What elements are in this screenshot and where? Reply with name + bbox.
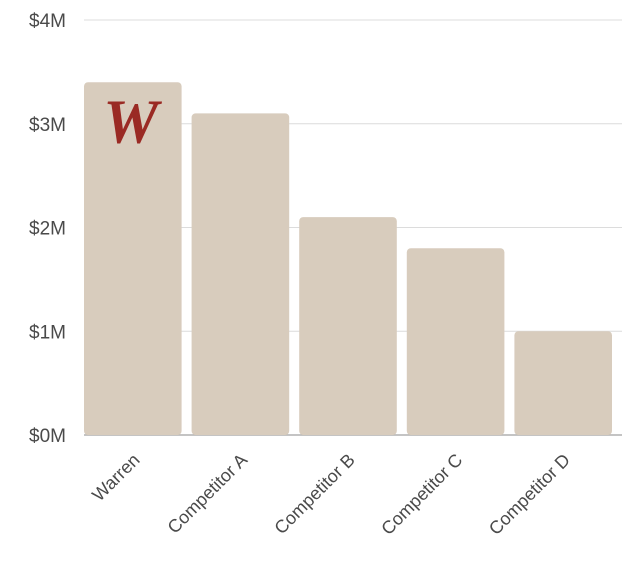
- x-tick-label: Competitor B: [270, 450, 358, 538]
- w-logo-icon: W: [103, 88, 162, 156]
- y-axis-ticks: $0M $1M $2M $3M $4M: [29, 11, 66, 447]
- bar-competitor-d: [514, 331, 612, 435]
- x-tick-label: Competitor D: [485, 450, 574, 539]
- y-tick-label: $1M: [29, 322, 66, 343]
- bar-warren: [84, 82, 182, 435]
- x-axis-labels: Warren Competitor A Competitor B Competitor…: [88, 450, 574, 539]
- bar-competitor-c: [406, 248, 505, 435]
- y-tick-label: $0M: [29, 426, 66, 447]
- bar-competitor-a: [191, 113, 290, 435]
- bars: [84, 82, 612, 435]
- brand-logo: W: [103, 88, 162, 156]
- y-tick-label: $3M: [29, 115, 66, 136]
- x-tick-label: Warren: [88, 450, 143, 505]
- y-tick-label: $2M: [29, 219, 66, 240]
- x-tick-label: Competitor A: [164, 450, 252, 538]
- bar-competitor-b: [299, 217, 397, 435]
- x-tick-label: Competitor C: [377, 450, 466, 539]
- y-tick-label: $4M: [29, 11, 66, 32]
